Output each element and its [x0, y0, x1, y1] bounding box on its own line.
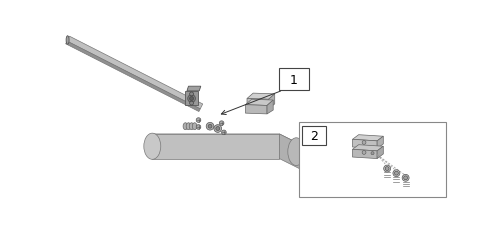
Polygon shape: [246, 105, 267, 114]
Polygon shape: [247, 99, 268, 109]
Polygon shape: [66, 42, 200, 112]
Text: 2: 2: [310, 129, 318, 142]
Ellipse shape: [404, 176, 407, 180]
Ellipse shape: [196, 118, 201, 123]
Polygon shape: [246, 100, 273, 106]
Polygon shape: [352, 145, 384, 151]
Bar: [298, 123, 446, 197]
Ellipse shape: [186, 123, 191, 130]
Ellipse shape: [362, 151, 366, 155]
Polygon shape: [267, 101, 273, 114]
Ellipse shape: [222, 130, 226, 135]
Polygon shape: [377, 137, 384, 149]
Polygon shape: [187, 87, 201, 91]
Ellipse shape: [216, 127, 220, 131]
Polygon shape: [152, 134, 301, 145]
Polygon shape: [352, 150, 377, 159]
Ellipse shape: [192, 123, 197, 130]
Ellipse shape: [384, 165, 390, 172]
Ellipse shape: [190, 102, 194, 106]
Ellipse shape: [393, 170, 400, 177]
Bar: [280, 69, 308, 91]
Polygon shape: [268, 94, 274, 109]
Ellipse shape: [190, 97, 194, 101]
Ellipse shape: [214, 125, 222, 133]
Bar: [302, 127, 326, 145]
Text: 1: 1: [290, 73, 298, 86]
Polygon shape: [352, 140, 377, 149]
Ellipse shape: [66, 37, 69, 45]
Ellipse shape: [208, 125, 212, 128]
Ellipse shape: [206, 123, 214, 130]
Polygon shape: [352, 135, 384, 141]
Ellipse shape: [362, 141, 366, 145]
Polygon shape: [377, 147, 384, 159]
Polygon shape: [280, 134, 301, 170]
Polygon shape: [152, 134, 280, 159]
Ellipse shape: [144, 134, 161, 160]
Polygon shape: [186, 91, 198, 106]
Ellipse shape: [196, 125, 201, 130]
Ellipse shape: [371, 152, 374, 155]
Ellipse shape: [190, 123, 194, 130]
Polygon shape: [247, 94, 274, 100]
Ellipse shape: [402, 175, 409, 182]
Ellipse shape: [394, 171, 398, 175]
Ellipse shape: [190, 92, 194, 96]
Ellipse shape: [188, 95, 196, 103]
Polygon shape: [67, 37, 202, 109]
Ellipse shape: [183, 123, 188, 130]
Ellipse shape: [385, 167, 389, 171]
Ellipse shape: [220, 121, 224, 126]
Ellipse shape: [288, 138, 305, 166]
